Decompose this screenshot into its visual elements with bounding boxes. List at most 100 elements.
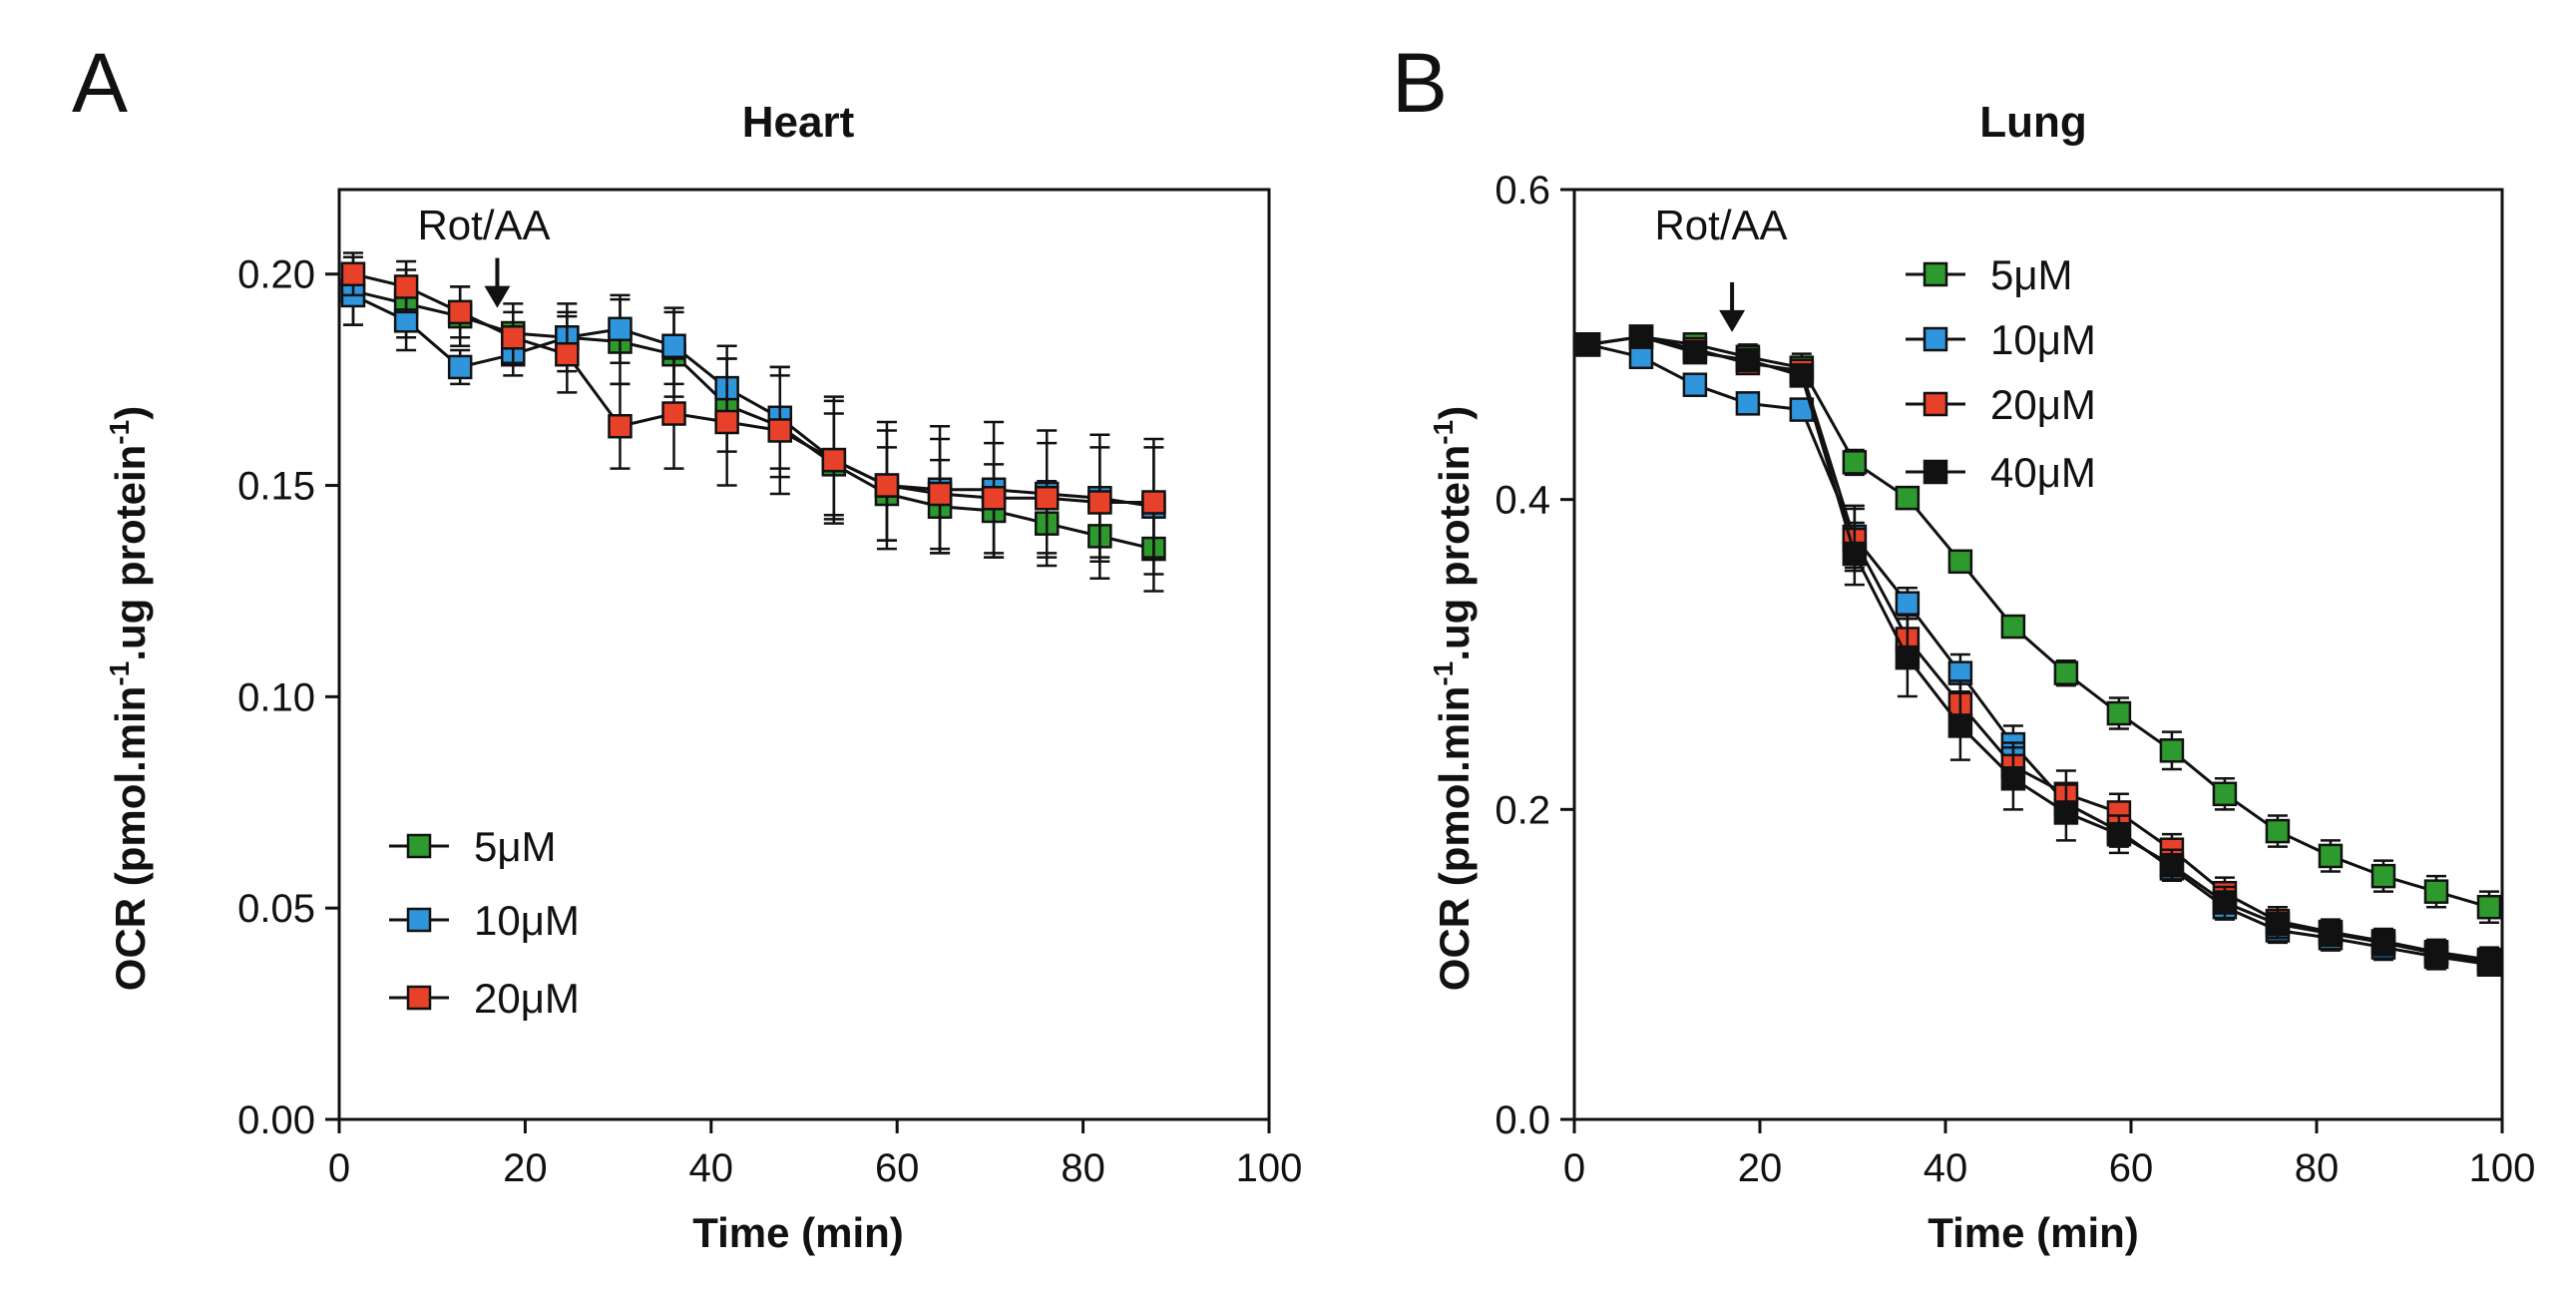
- series-5μM: [1575, 324, 2502, 924]
- y-tick-label: 0.00: [237, 1098, 315, 1142]
- y-label-end: ): [1431, 406, 1478, 420]
- data-point: [2423, 879, 2449, 904]
- series-40μM: [1575, 324, 2502, 977]
- data-point: [2159, 853, 2185, 878]
- chart-title-lung: Lung: [1979, 98, 2087, 147]
- data-point: [1789, 363, 1815, 388]
- legend-label-20um: 20μM: [1990, 381, 2096, 428]
- data-point: [661, 401, 686, 426]
- legend-marker-10um: [1923, 326, 1948, 352]
- legend-item-40um-lung: 40μM: [1906, 449, 2096, 496]
- data-point: [1575, 332, 1601, 357]
- data-point: [1087, 490, 1112, 515]
- data-point: [1735, 391, 1761, 416]
- data-point: [2370, 930, 2396, 956]
- y-label-mid: .ug protein: [1431, 445, 1478, 661]
- data-point: [2212, 890, 2238, 915]
- data-point: [2370, 863, 2396, 889]
- panel-letter-b: B: [1392, 36, 1448, 130]
- x-tick-label: 0: [328, 1146, 350, 1190]
- svg-text:OCR (pmol.min-1.ug protein-1): OCR (pmol.min-1.ug protein-1): [1428, 406, 1478, 991]
- data-point: [2053, 660, 2079, 685]
- data-point: [2106, 821, 2132, 847]
- data-point: [2423, 941, 2449, 967]
- legend-marker-10um: [406, 907, 432, 933]
- data-point: [1682, 372, 1708, 397]
- data-point: [2159, 738, 2185, 763]
- y-label-main: OCR (pmol.min: [1431, 686, 1478, 992]
- data-point: [340, 261, 366, 286]
- x-tick-label: 40: [1924, 1146, 1968, 1190]
- legend-marker-40um: [1923, 459, 1948, 485]
- data-point: [1682, 339, 1708, 365]
- data-point: [447, 299, 473, 325]
- x-axis-label-lung: Time (min): [1928, 1209, 2139, 1256]
- data-point: [1628, 324, 1654, 349]
- y-label-end: ): [107, 406, 154, 420]
- x-tick-label: 20: [503, 1146, 548, 1190]
- legend-heart: 5μM 10μM 20μM: [389, 823, 580, 1022]
- data-point: [981, 486, 1007, 511]
- legend-item-20um-lung: 20μM: [1906, 381, 2096, 428]
- legend-marker-20um: [406, 985, 432, 1011]
- legend-label-10um: 10μM: [474, 897, 580, 944]
- legend-label-20um: 20μM: [474, 975, 580, 1022]
- annotation-rot-aa-lung: Rot/AA: [1654, 202, 1787, 248]
- annotation-arrow-head: [1719, 309, 1746, 332]
- data-point: [1947, 549, 1973, 575]
- series-line: [1587, 342, 2490, 967]
- data-point: [555, 341, 580, 367]
- data-point: [1035, 486, 1060, 511]
- legend-label-40um: 40μM: [1990, 449, 2096, 496]
- series-10μM: [1575, 332, 2502, 977]
- data-point: [608, 316, 633, 342]
- y-tick-label: 0.20: [237, 253, 315, 297]
- legend-lung: 5μM 10μM 20μM 40μM: [1906, 251, 2096, 496]
- legend-item-20um-heart: 20μM: [389, 975, 580, 1022]
- data-point: [1895, 645, 1921, 670]
- x-tick-label: 80: [2295, 1146, 2340, 1190]
- y-axis-label-lung: OCR (pmol.min-1.ug protein-1): [1428, 406, 1478, 991]
- data-point: [2318, 843, 2344, 869]
- y-label-sup1: -1: [104, 661, 135, 686]
- legend-label-10um: 10μM: [1990, 316, 2096, 363]
- legend-item-10um-heart: 10μM: [389, 897, 580, 944]
- series-line: [352, 293, 1154, 509]
- data-point: [1842, 450, 1868, 475]
- panel-a-heart: A Heart OCR (pmol.min-1.ug protein-1) Ti…: [72, 36, 1302, 1256]
- y-tick-label: 0.15: [237, 465, 315, 509]
- series-line: [352, 289, 1154, 551]
- data-point: [2212, 781, 2238, 807]
- data-point: [1895, 485, 1921, 511]
- panel-letter-a: A: [72, 36, 128, 130]
- data-point: [2106, 700, 2132, 726]
- data-point: [1842, 541, 1868, 567]
- y-tick-label: 0.4: [1495, 479, 1550, 523]
- legend-marker-20um: [1923, 391, 1948, 417]
- x-tick-label: 80: [1061, 1146, 1105, 1190]
- annotation-arrow-head: [484, 285, 511, 308]
- y-tick-label: 0.6: [1495, 169, 1550, 213]
- y-tick-label: 0.05: [237, 887, 315, 931]
- data-point: [874, 473, 900, 498]
- panel-b-lung: B Lung OCR (pmol.min-1.ug protein-1) Tim…: [1392, 36, 2535, 1256]
- plot-frame: [1572, 188, 2504, 1121]
- y-label-sup2: -1: [1428, 420, 1459, 445]
- y-label-sup2: -1: [104, 420, 135, 445]
- x-tick-label: 40: [689, 1146, 734, 1190]
- data-point: [767, 418, 793, 443]
- data-point: [2000, 614, 2026, 640]
- x-tick-label: 20: [1738, 1146, 1783, 1190]
- x-tick-label: 100: [2469, 1146, 2536, 1190]
- annotation-rot-aa-heart: Rot/AA: [417, 202, 550, 248]
- legend-marker-5um: [1923, 261, 1948, 287]
- chart-title-heart: Heart: [742, 98, 855, 147]
- y-label-mid: .ug protein: [107, 445, 154, 661]
- legend-marker-5um: [406, 833, 432, 859]
- legend-item-5um-heart: 5μM: [389, 823, 557, 870]
- y-tick-label: 0.2: [1495, 788, 1550, 832]
- data-point: [1947, 713, 1973, 738]
- data-point: [661, 333, 686, 358]
- y-axis-label-heart: OCR (pmol.min-1.ug protein-1): [104, 406, 154, 991]
